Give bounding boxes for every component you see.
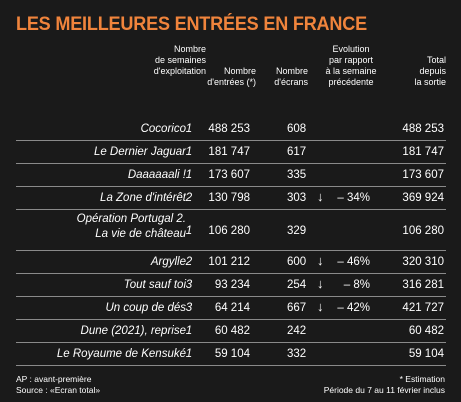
screens-count: 329: [287, 225, 307, 237]
evolution-percent: – 42%: [337, 302, 370, 314]
down-arrow-icon: ↓: [317, 189, 324, 204]
film-title: Le Royaume de Kensuké: [56, 348, 186, 360]
screens-count: 242: [287, 325, 307, 337]
screens-count: 303: [287, 192, 307, 204]
entrees-count: 173 607: [208, 169, 250, 181]
entrees-count: 106 280: [208, 225, 250, 237]
down-arrow-icon: ↓: [317, 299, 324, 314]
weeks-count: 1: [185, 325, 193, 337]
total-count: 369 924: [402, 192, 444, 204]
weeks-count: 3: [185, 302, 193, 314]
film-title: Daaaaaali !: [127, 169, 186, 181]
header-ecrans: Nombre d'écrans: [274, 66, 308, 87]
film-title: Dune (2021), reprise: [80, 325, 186, 337]
total-count: 181 747: [402, 146, 444, 158]
footer-period: Période du 7 au 11 février inclus: [323, 385, 445, 395]
header-total: Total depuis la sortie: [414, 55, 446, 87]
total-count: 488 253: [402, 123, 444, 135]
evolution-percent: – 46%: [337, 256, 370, 268]
weeks-count: 1: [185, 348, 193, 360]
evolution-percent: – 34%: [337, 192, 370, 204]
table-row: Tout sauf toi 3 93 234 254 ↓ – 8% 316 281: [16, 274, 446, 297]
table-row: Opération Portugal 2. La vie de château 1…: [16, 210, 446, 251]
total-count: 59 104: [408, 348, 444, 360]
entrees-count: 60 482: [214, 325, 250, 337]
footer-estimation: * Estimation: [399, 374, 445, 384]
table-row: Argylle 2 101 212 600 ↓ – 46% 320 310: [16, 251, 446, 274]
film-title: Le Dernier Jaguar: [93, 146, 186, 158]
weeks-count: 1: [185, 225, 193, 237]
film-title: Tout sauf toi: [123, 279, 186, 291]
screens-count: 254: [287, 279, 307, 291]
total-count: 320 310: [402, 256, 444, 268]
entrees-count: 64 214: [214, 302, 250, 314]
screens-count: 608: [287, 123, 307, 135]
entrees-count: 59 104: [214, 348, 250, 360]
table-row: Le Royaume de Kensuké 1 59 104 332 59 104: [16, 343, 446, 366]
film-title: Un coup de dés: [105, 302, 186, 314]
screens-count: 667: [287, 302, 307, 314]
entrees-count: 101 212: [208, 256, 250, 268]
film-title: Opération Portugal 2. La vie de château: [76, 213, 186, 240]
total-count: 173 607: [402, 169, 444, 181]
header-weeks: Nombre de semaines d'exploitation: [153, 44, 206, 76]
table-row: Un coup de dés 3 64 214 667 ↓ – 42% 421 727: [16, 297, 446, 320]
table-row: Dune (2021), reprise 1 60 482 242 60 482: [16, 320, 446, 343]
total-count: 106 280: [402, 225, 444, 237]
total-count: 316 281: [402, 279, 444, 291]
down-arrow-icon: ↓: [317, 276, 324, 291]
down-arrow-icon: ↓: [317, 253, 324, 268]
screens-count: 617: [287, 146, 307, 158]
table-row: Le Dernier Jaguar 1 181 747 617 181 747: [16, 141, 446, 164]
header-entrees: Nombre d'entrées (*): [207, 66, 256, 87]
page-title: LES MEILLEURES ENTRÉES EN FRANCE: [16, 14, 367, 35]
weeks-count: 1: [185, 169, 193, 181]
entrees-count: 93 234: [214, 279, 250, 291]
table-row: La Zone d'intérêt 2 130 798 303 ↓ – 34% 369 92…: [16, 187, 446, 210]
header-evolution: Evolution par rapport à la semaine précé…: [325, 44, 377, 87]
table-row: Cocorico 1 488 253 608 488 253: [16, 118, 446, 141]
table-row: Daaaaaali ! 1 173 607 335 173 607: [16, 164, 446, 187]
total-count: 421 727: [402, 302, 444, 314]
entrees-count: 181 747: [208, 146, 250, 158]
footer-source: Source : «Ecran total»: [16, 385, 101, 395]
footer-note-ap: AP : avant-première: [16, 374, 92, 384]
screens-count: 332: [287, 348, 307, 360]
weeks-count: 2: [185, 256, 193, 268]
film-title: Cocorico: [140, 123, 186, 135]
total-count: 60 482: [408, 325, 444, 337]
entrees-count: 488 253: [208, 123, 250, 135]
film-title: Argylle: [150, 256, 186, 268]
screens-count: 600: [287, 256, 307, 268]
evolution-percent: – 8%: [343, 279, 370, 291]
weeks-count: 1: [185, 123, 193, 135]
weeks-count: 1: [185, 146, 193, 158]
weeks-count: 2: [185, 192, 193, 204]
film-title: La Zone d'intérêt: [100, 192, 186, 204]
weeks-count: 3: [185, 279, 193, 291]
entrees-count: 130 798: [208, 192, 250, 204]
screens-count: 335: [287, 169, 307, 181]
